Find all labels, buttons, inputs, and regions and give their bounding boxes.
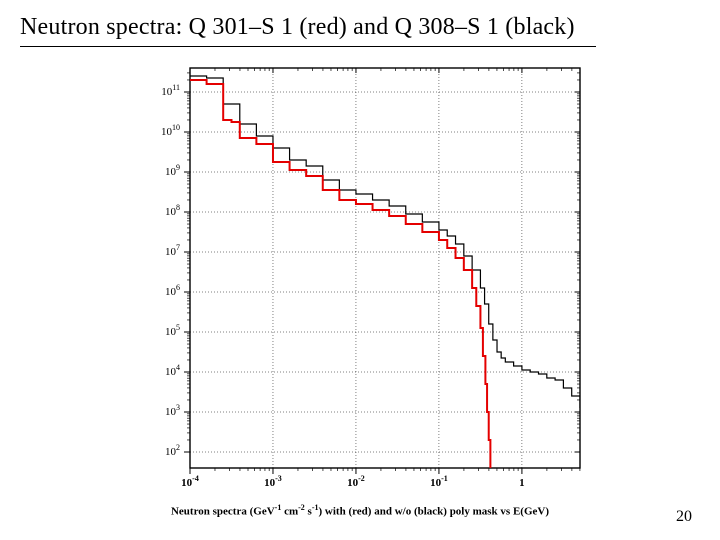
svg-text:102: 102	[165, 443, 180, 458]
x-axis-label: Neutron spectra (GeV-1 cm-2 s-1) with (r…	[120, 503, 600, 518]
svg-text:1: 1	[519, 477, 525, 489]
svg-text:107: 107	[165, 243, 180, 258]
svg-text:10-1: 10-1	[430, 474, 448, 489]
svg-text:104: 104	[165, 363, 180, 378]
series-Q301-S1	[190, 80, 490, 468]
svg-text:10-4: 10-4	[181, 474, 199, 489]
slide-title: Neutron spectra: Q 301–S 1 (red) and Q 3…	[20, 14, 575, 41]
svg-text:109: 109	[165, 163, 180, 178]
svg-text:10-3: 10-3	[264, 474, 282, 489]
svg-text:106: 106	[165, 283, 180, 298]
svg-text:108: 108	[165, 203, 180, 218]
series-Q308-S1	[190, 76, 580, 408]
chart-container: 102 103 104 105 106 107 108 109 1010 1011 10-4 10-3…	[120, 58, 600, 518]
page-number: 20	[676, 508, 692, 526]
svg-text:105: 105	[165, 323, 180, 338]
svg-text:103: 103	[165, 403, 180, 418]
title-underline	[20, 46, 596, 47]
svg-text:1010: 1010	[161, 123, 180, 138]
neutron-spectra-chart: 102 103 104 105 106 107 108 109 1010 1011 10-4 10-3…	[120, 58, 600, 518]
svg-text:10-2: 10-2	[347, 474, 365, 489]
slide: Neutron spectra: Q 301–S 1 (red) and Q 3…	[0, 0, 720, 540]
svg-text:1011: 1011	[161, 83, 180, 98]
